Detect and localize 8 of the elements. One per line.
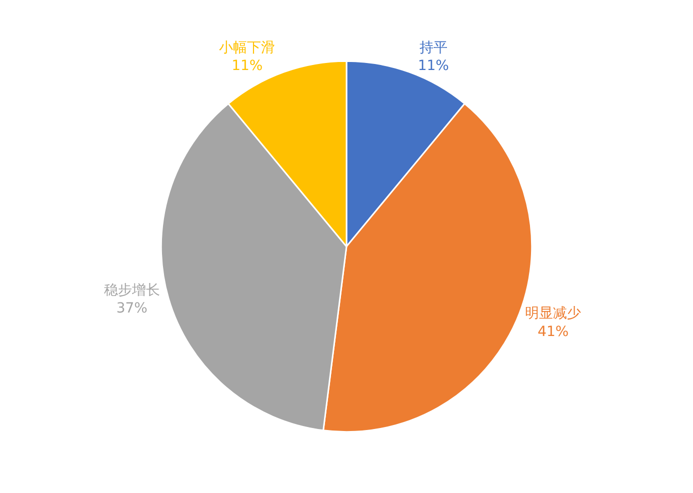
data-label: 11% <box>232 58 263 74</box>
data-label: 11% <box>418 58 449 74</box>
slice-label: 明显减少 <box>525 306 582 322</box>
slice-label: 小幅下滑 <box>219 40 276 56</box>
data-label: 41% <box>538 324 569 340</box>
slice-label: 持平 <box>419 40 448 56</box>
data-label: 37% <box>116 300 148 317</box>
slice-label: 稳步增长 <box>104 282 160 298</box>
